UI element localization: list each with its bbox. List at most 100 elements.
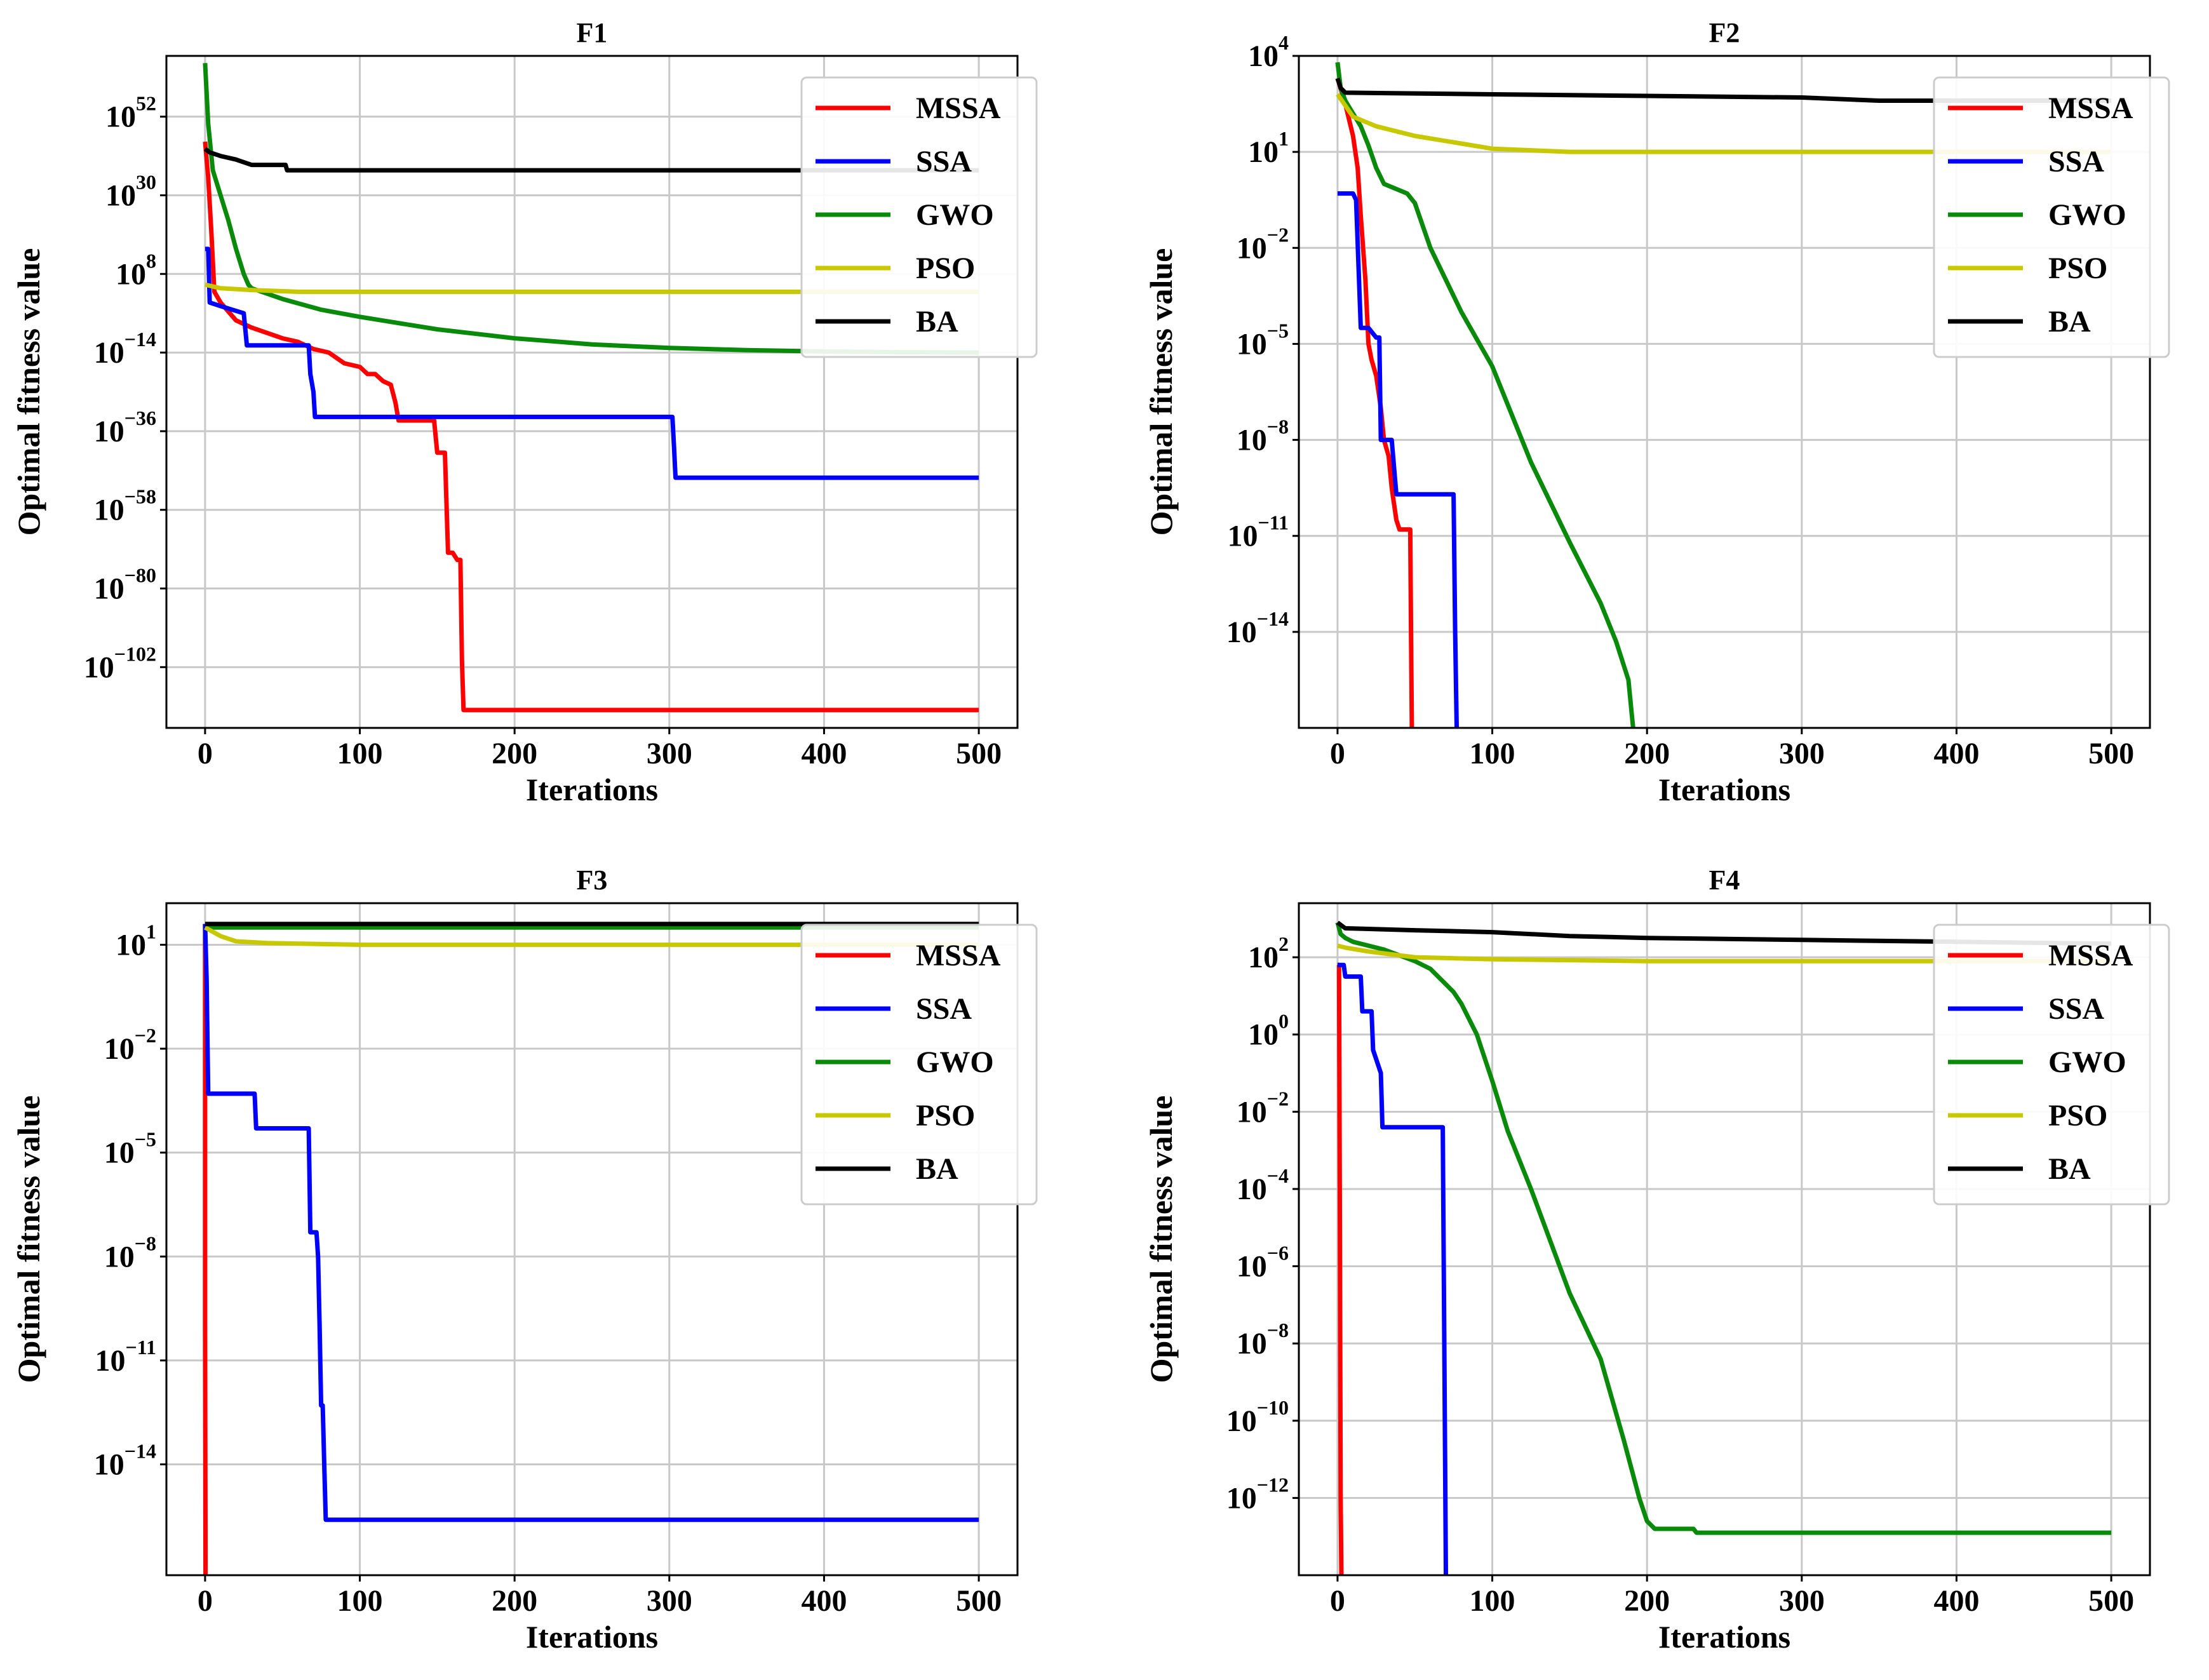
chart-panel-f4: 0 100 200 300 400 500 102 100 10−2 10−4 10−6 10−8 10… [1143, 864, 2170, 1655]
y-tick-label: 10−2 [1237, 1087, 1289, 1129]
y-tick-label: 10−11 [95, 1336, 156, 1378]
series-line-ssa [205, 246, 979, 480]
y-tick-label: 10−14 [1226, 607, 1289, 649]
legend-label-pso: PSO [2048, 1099, 2107, 1132]
series-line-ssa [203, 924, 979, 1522]
series-line-mssa [203, 924, 208, 1575]
x-tick-label: 0 [1330, 737, 1345, 770]
series-line-pso [205, 282, 979, 294]
series-line-pso [1337, 943, 2112, 964]
x-tick-label: 300 [647, 737, 692, 770]
chart-panel-f2: 0 100 200 300 400 500 104 101 10−2 10−5 10−8 10−11 1… [1143, 17, 2170, 807]
legend-label-ba: BA [2048, 305, 2091, 339]
y-tick-label: 10−5 [1237, 319, 1289, 361]
plot-frame [1298, 55, 2151, 729]
y-tick-label: 10−5 [104, 1128, 156, 1170]
y-tick-label: 10−14 [94, 328, 156, 370]
x-tick-label: 300 [647, 1584, 692, 1618]
x-tick-label: 0 [198, 1584, 213, 1618]
series-line-mssa [203, 141, 979, 713]
x-tick-label: 100 [337, 1584, 383, 1618]
legend-label-mssa: MSSA [916, 939, 1001, 972]
x-tick-label: 200 [492, 1584, 537, 1618]
y-tick-label: 1052 [105, 92, 156, 134]
x-tick-label: 200 [1624, 737, 1670, 770]
series-line-ba [203, 147, 979, 173]
x-axis-label: Iterations [1658, 772, 1790, 807]
legend-label-mssa: MSSA [2048, 91, 2133, 125]
legend-label-ssa: SSA [2048, 145, 2104, 178]
y-tick-label: 102 [1248, 932, 1289, 974]
legend-label-gwo: GWO [916, 198, 994, 232]
x-tick-label: 300 [1779, 1584, 1825, 1618]
legend-label-mssa: MSSA [2048, 939, 2133, 972]
y-tick-label: 104 [1248, 31, 1289, 73]
y-axis-label: Optimal fitness value [1143, 248, 1179, 536]
chart-title: F3 [577, 864, 608, 896]
legend-label-ssa: SSA [916, 145, 972, 178]
legend-box [1933, 76, 2170, 358]
series-line-ssa [1337, 962, 1448, 1575]
x-tick-label: 200 [492, 737, 537, 770]
plot-frame [165, 902, 1019, 1576]
x-axis-label: Iterations [526, 1619, 658, 1655]
x-tick-label: 100 [1470, 1584, 1515, 1618]
y-tick-label: 10−10 [1226, 1396, 1289, 1438]
y-axis-label: Optimal fitness value [11, 1096, 46, 1383]
legend-label-gwo: GWO [916, 1045, 994, 1079]
legend-label-pso: PSO [2048, 252, 2107, 285]
x-tick-label: 400 [801, 737, 847, 770]
legend-label-mssa: MSSA [916, 91, 1001, 125]
y-tick-label: 10−2 [104, 1024, 156, 1066]
legend-box [1933, 924, 2170, 1206]
y-tick-label: 101 [1248, 127, 1289, 169]
y-axis-label: Optimal fitness value [1143, 1096, 1179, 1383]
y-tick-label: 10−2 [1237, 223, 1289, 265]
y-tick-label: 10−12 [1226, 1473, 1289, 1515]
y-tick-label: 101 [116, 920, 156, 962]
chart-title: F1 [577, 17, 608, 48]
y-tick-label: 108 [116, 249, 156, 291]
legend-label-ba: BA [916, 305, 958, 339]
x-tick-label: 400 [1933, 1584, 1979, 1618]
y-tick-label: 10−8 [1237, 415, 1289, 457]
legend-label-ssa: SSA [916, 992, 972, 1026]
chart-panel-f1: 0 100 200 300 400 500 1052 1030 108 10−14 10−36 10−… [11, 17, 1038, 807]
legend-label-ba: BA [2048, 1152, 2091, 1186]
y-tick-label: 10−80 [94, 564, 156, 606]
plot-frame [1298, 902, 2151, 1576]
series-group [1335, 920, 2112, 1575]
legend-box [800, 924, 1038, 1206]
y-tick-label: 10−58 [94, 485, 156, 527]
x-tick-label: 100 [1470, 737, 1515, 770]
x-tick-label: 500 [956, 737, 1002, 770]
x-tick-label: 500 [956, 1584, 1002, 1618]
y-tick-label: 10−102 [84, 642, 156, 684]
legend: MSSA SSA GWO PSO BA [800, 76, 1038, 358]
legend-box [800, 76, 1038, 358]
y-tick-label: 10−8 [104, 1232, 156, 1273]
x-tick-label: 400 [1933, 737, 1979, 770]
chart-title: F2 [1709, 17, 1740, 48]
y-tick-label: 10−36 [94, 407, 156, 448]
y-tick-label: 10−6 [1237, 1242, 1289, 1284]
chart-panel-f3: 0 100 200 300 400 500 101 10−2 10−5 10−8 10−11 10−1… [11, 864, 1038, 1655]
x-axis-label: Iterations [526, 772, 658, 807]
series-line-gwo [1335, 922, 2112, 1535]
y-tick-label: 10−14 [94, 1439, 156, 1481]
chart-title: F4 [1709, 864, 1740, 896]
legend: MSSA SSA GWO PSO BA [1933, 924, 2170, 1206]
y-tick-label: 10−8 [1237, 1319, 1289, 1361]
legend-label-gwo: GWO [2048, 198, 2126, 232]
legend-label-pso: PSO [916, 252, 975, 285]
legend-label-ssa: SSA [2048, 992, 2104, 1026]
legend-label-pso: PSO [916, 1099, 975, 1132]
y-tick-label: 1030 [105, 170, 156, 212]
x-tick-label: 500 [2088, 737, 2134, 770]
x-axis-label: Iterations [1658, 1619, 1790, 1655]
series-line-pso [1336, 93, 2112, 154]
x-tick-label: 500 [2088, 1584, 2134, 1618]
series-group [1335, 62, 2112, 728]
x-tick-label: 300 [1779, 737, 1825, 770]
